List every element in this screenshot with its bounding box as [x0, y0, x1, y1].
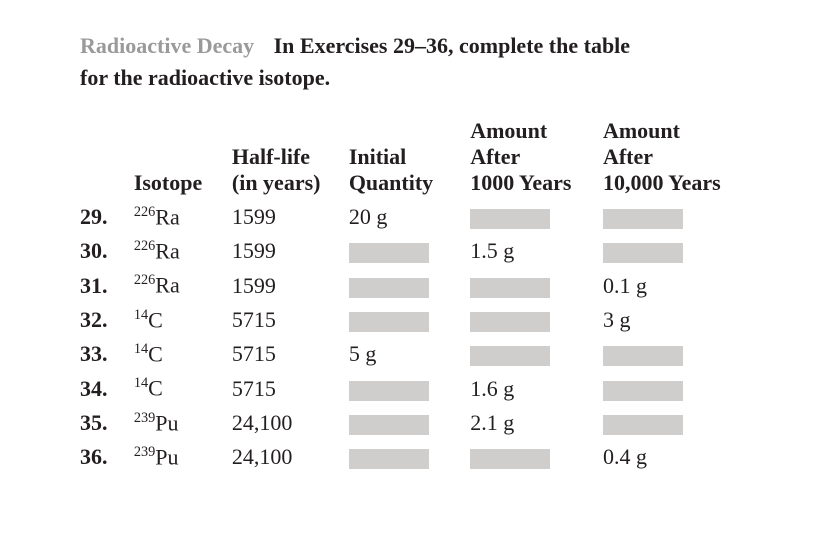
row-number: 29. — [80, 200, 134, 234]
exercise-page: Radioactive Decay In Exercises 29–36, co… — [0, 0, 828, 551]
isotope-cell: 239Pu — [134, 440, 232, 474]
after-10000-cell — [603, 200, 748, 234]
initial-qty-cell — [349, 234, 470, 268]
initial-qty-cell — [349, 406, 470, 440]
after-1000-cell — [470, 337, 603, 371]
table-row: 32.14C5715 3 g — [80, 303, 748, 337]
intro-line-2: for the radioactive isotope. — [80, 65, 330, 90]
after-1000-cell — [470, 200, 603, 234]
blank-field — [603, 243, 683, 263]
isotope-cell: 239Pu — [134, 406, 232, 440]
table-row: 30.226Ra1599 1.5 g — [80, 234, 748, 268]
table-row: 34.14C5715 1.6 g — [80, 371, 748, 405]
blank-field — [470, 278, 550, 298]
blank-field — [349, 415, 429, 435]
row-number: 36. — [80, 440, 134, 474]
blank-field — [349, 449, 429, 469]
blank-field — [349, 278, 429, 298]
initial-qty-cell — [349, 440, 470, 474]
halflife-cell: 24,100 — [232, 406, 349, 440]
row-number: 30. — [80, 234, 134, 268]
header-halflife: Half-life(in years) — [232, 116, 349, 200]
after-10000-cell — [603, 406, 748, 440]
blank-field — [470, 346, 550, 366]
row-number: 33. — [80, 337, 134, 371]
table-row: 29.226Ra159920 g — [80, 200, 748, 234]
blank-field — [603, 209, 683, 229]
after-1000-cell — [470, 303, 603, 337]
halflife-cell: 1599 — [232, 268, 349, 302]
isotope-cell: 14C — [134, 303, 232, 337]
halflife-cell: 1599 — [232, 234, 349, 268]
after-1000-cell: 2.1 g — [470, 406, 603, 440]
header-after-1000: AmountAfter1000 Years — [470, 116, 603, 200]
initial-qty-cell — [349, 371, 470, 405]
halflife-cell: 5715 — [232, 337, 349, 371]
after-1000-cell: 1.5 g — [470, 234, 603, 268]
row-number: 34. — [80, 371, 134, 405]
after-1000-cell: 1.6 g — [470, 371, 603, 405]
intro-block: Radioactive Decay In Exercises 29–36, co… — [80, 30, 748, 94]
initial-qty-cell: 20 g — [349, 200, 470, 234]
after-10000-cell: 3 g — [603, 303, 748, 337]
intro-line-1: In Exercises 29–36, complete the table — [274, 33, 630, 58]
blank-field — [603, 415, 683, 435]
section-title: Radioactive Decay — [80, 33, 268, 58]
after-1000-cell — [470, 440, 603, 474]
isotope-cell: 226Ra — [134, 268, 232, 302]
blank-field — [470, 312, 550, 332]
halflife-cell: 24,100 — [232, 440, 349, 474]
after-10000-cell — [603, 234, 748, 268]
blank-field — [349, 381, 429, 401]
initial-qty-cell — [349, 303, 470, 337]
halflife-cell: 5715 — [232, 303, 349, 337]
blank-field — [470, 209, 550, 229]
blank-field — [603, 381, 683, 401]
isotope-cell: 14C — [134, 371, 232, 405]
after-10000-cell: 0.1 g — [603, 268, 748, 302]
table-row: 36.239Pu24,100 0.4 g — [80, 440, 748, 474]
isotope-cell: 226Ra — [134, 200, 232, 234]
halflife-cell: 1599 — [232, 200, 349, 234]
after-10000-cell — [603, 371, 748, 405]
row-number: 35. — [80, 406, 134, 440]
isotope-cell: 14C — [134, 337, 232, 371]
decay-table: Isotope Half-life(in years) InitialQuant… — [80, 116, 748, 475]
isotope-cell: 226Ra — [134, 234, 232, 268]
table-row: 35.239Pu24,100 2.1 g — [80, 406, 748, 440]
table-row: 31.226Ra1599 0.1 g — [80, 268, 748, 302]
header-row: Isotope Half-life(in years) InitialQuant… — [80, 116, 748, 200]
halflife-cell: 5715 — [232, 371, 349, 405]
blank-field — [349, 243, 429, 263]
blank-field — [603, 346, 683, 366]
row-number: 32. — [80, 303, 134, 337]
after-10000-cell — [603, 337, 748, 371]
row-number: 31. — [80, 268, 134, 302]
initial-qty-cell — [349, 268, 470, 302]
table-row: 33.14C57155 g — [80, 337, 748, 371]
header-after-10000: AmountAfter10,000 Years — [603, 116, 748, 200]
blank-field — [470, 449, 550, 469]
header-isotope: Isotope — [134, 116, 232, 200]
after-1000-cell — [470, 268, 603, 302]
initial-qty-cell: 5 g — [349, 337, 470, 371]
after-10000-cell: 0.4 g — [603, 440, 748, 474]
blank-field — [349, 312, 429, 332]
header-initial: InitialQuantity — [349, 116, 470, 200]
